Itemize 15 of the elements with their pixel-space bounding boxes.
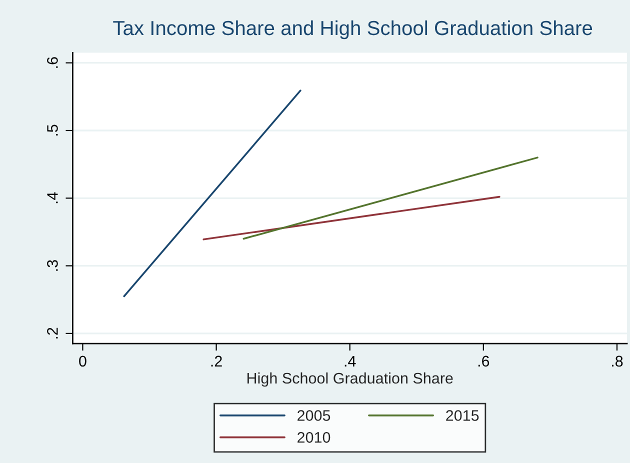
x-tick-label: .6 (478, 356, 490, 367)
y-tick-label: .3 (47, 260, 58, 271)
x-tick-label: .4 (344, 356, 356, 366)
x-tick-label: .2 (211, 356, 222, 366)
y-tick-label: .4 (47, 192, 58, 204)
x-tick-label: 0 (79, 356, 86, 367)
x-tick-label: .8 (612, 356, 623, 367)
y-tick-label: .5 (47, 124, 58, 136)
legend-label: 2005 (298, 410, 330, 421)
legend-label: 2010 (298, 432, 330, 443)
chart-title: Tax Income Share and High School Graduation Share (113, 20, 592, 40)
y-tick-label: .6 (47, 57, 58, 68)
y-tick-label: .2 (47, 328, 58, 338)
x-axis-title: High School Graduation Share (247, 372, 453, 387)
legend-label: 2015 (446, 410, 479, 421)
